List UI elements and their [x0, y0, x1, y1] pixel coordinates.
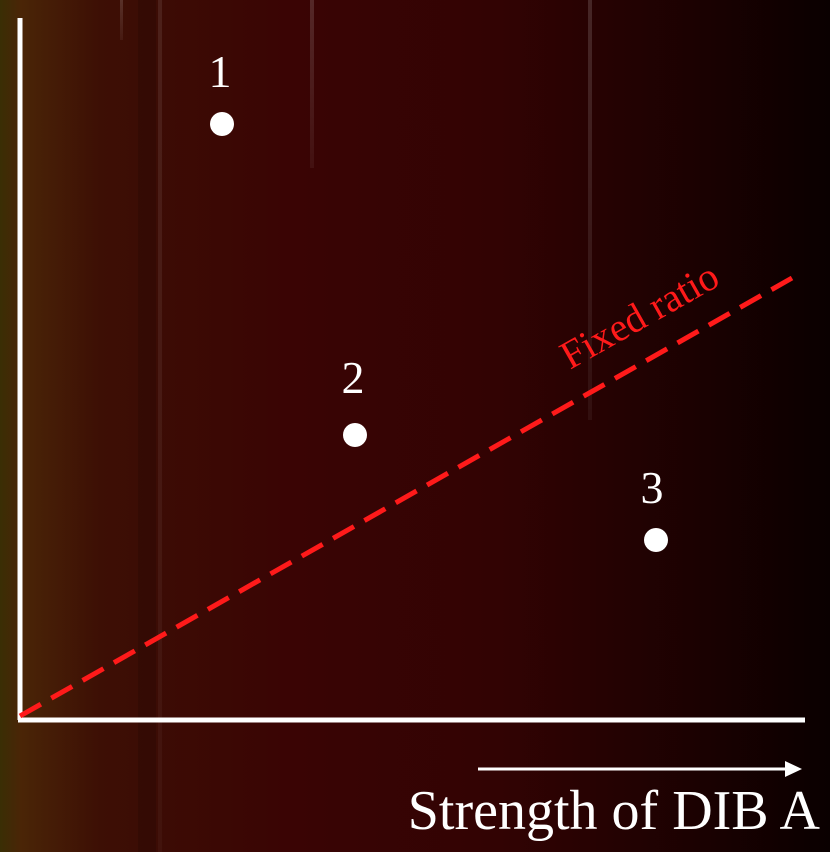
- fixed-ratio-label: Fixed ratio: [552, 253, 726, 378]
- point-label-2: 2: [342, 352, 365, 403]
- background-streak: [120, 0, 123, 40]
- fixed-ratio-line: [18, 275, 794, 719]
- x-axis-title: Strength of DIB A: [407, 780, 820, 842]
- point-3: [644, 528, 668, 552]
- point-label-1: 1: [209, 46, 232, 97]
- point-2: [343, 423, 367, 447]
- background-streak: [158, 0, 162, 852]
- point-1: [210, 112, 234, 136]
- point-label-3: 3: [641, 462, 664, 513]
- background-streak: [310, 0, 314, 168]
- x-arrow-head-icon: [785, 761, 802, 777]
- background-streak: [588, 0, 592, 420]
